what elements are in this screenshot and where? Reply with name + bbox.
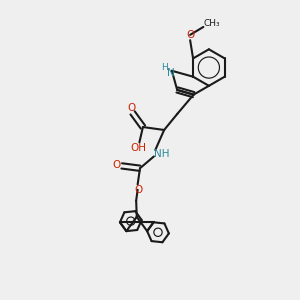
Text: OH: OH — [130, 143, 146, 153]
Text: H: H — [161, 63, 168, 72]
Text: O: O — [112, 160, 121, 170]
Text: O: O — [134, 185, 142, 195]
Text: O: O — [186, 30, 194, 40]
Text: O: O — [127, 103, 136, 112]
Text: CH₃: CH₃ — [203, 19, 220, 28]
Text: N: N — [167, 68, 175, 78]
Text: NH: NH — [154, 149, 170, 159]
